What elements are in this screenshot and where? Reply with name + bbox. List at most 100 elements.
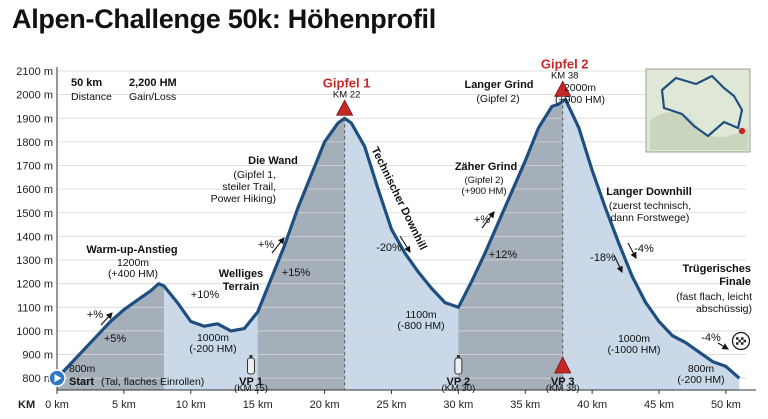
stat-gain-value: 2,200 HM (129, 77, 177, 89)
annotation: 800m (688, 363, 715, 375)
grade-label: +% (87, 309, 103, 321)
x-tick-label: 5 km (112, 399, 136, 411)
annotation: 800m (69, 363, 96, 375)
annotation: Langer Grind (464, 79, 533, 91)
peak-triangle-icon (335, 99, 354, 116)
annotation: (-200 HM) (677, 374, 724, 386)
y-tick-label: 1200 m (16, 279, 53, 291)
checker-cell (741, 337, 744, 340)
climb-segment (57, 283, 165, 390)
annotation: Power Hiking) (211, 193, 276, 205)
grade-arrow (481, 211, 495, 229)
x-tick-label: 30 km (443, 399, 473, 411)
y-tick-label: 800 m (22, 373, 53, 385)
annotation: (-200 HM) (189, 343, 236, 355)
annotation: Langer Downhill (606, 186, 692, 198)
grade-label: -4% (701, 332, 721, 344)
annotation: steiler Trail, (222, 181, 276, 193)
x-tick-label: 10 km (176, 399, 206, 411)
y-tick-label: 2000 m (16, 90, 53, 102)
aid-station-label: VP 1 (239, 376, 263, 388)
peak-label: Gipfel 2 (541, 56, 589, 71)
annotation: Welliges (219, 268, 263, 280)
annotation: Zäher Grind (455, 161, 517, 173)
aid-station-km: (KM 30) (441, 383, 475, 394)
x-tick-label: 20 km (310, 399, 340, 411)
annotation-start-word: Start (69, 376, 94, 388)
annotation: (zuerst technisch, (609, 200, 691, 212)
peak-triangle-icon (554, 80, 572, 97)
annotation: dann Forstwege) (611, 212, 690, 224)
annotation: Warm-up-Anstieg (86, 244, 177, 256)
grade-label: +15% (282, 267, 311, 279)
checker-cell (738, 339, 741, 343)
aid-station-km: (KM 15) (234, 383, 268, 394)
x-tick-label: 50 km (711, 399, 741, 411)
annotation: 1200m (117, 257, 149, 269)
y-tick-label: 1400 m (16, 231, 53, 243)
annotation: 1000m (618, 333, 650, 345)
grade-label: -20% (376, 242, 402, 254)
peak-km-label: KM 22 (333, 89, 360, 100)
grade-label: +12% (489, 249, 518, 261)
annotation: Trügerisches (683, 263, 751, 275)
y-tick-label: 1900 m (16, 113, 53, 125)
annotation: (fast flach, leicht (676, 291, 752, 303)
y-tick-label: 900 m (22, 350, 53, 362)
checker-cell (743, 339, 746, 343)
annotation: Terrain (223, 281, 260, 293)
peak-km-label: KM 38 (551, 70, 578, 81)
annotation: (Gipfel 1, (233, 169, 276, 181)
y-tick-label: 2100 m (16, 66, 53, 78)
grade-label: +% (258, 239, 274, 251)
annotation: (Gipfel 2) (464, 175, 503, 186)
annotation: 1100m (405, 309, 437, 321)
grade-label: -18% (590, 252, 616, 264)
y-tick-label: 1700 m (16, 161, 53, 173)
grade-label: +10% (191, 289, 220, 301)
x-axis-title: KM (18, 399, 35, 411)
x-tick-label: 0 km (45, 399, 69, 411)
annotation: (+400 HM) (108, 268, 158, 280)
chart-title: Alpen-Challenge 50k: Höhenprofil (12, 4, 436, 34)
stat-gain-label: Gain/Loss (129, 91, 176, 103)
y-tick-label: 1300 m (16, 255, 53, 267)
grade-arrow (100, 312, 113, 326)
annotation: (+900 HM) (461, 186, 506, 197)
annotation: 2000m (564, 82, 596, 94)
y-tick-label: 1000 m (16, 326, 53, 338)
climb-segment (458, 101, 563, 391)
annotation: (-800 HM) (397, 320, 444, 332)
peak-label: Gipfel 1 (323, 75, 371, 90)
grade-arrow (717, 342, 729, 350)
play-glyph-icon (54, 374, 62, 383)
annotation: (Gipfel 2) (476, 93, 519, 105)
x-tick-label: 35 km (510, 399, 540, 411)
grade-arrow (627, 242, 637, 259)
annotation: abschüssig) (696, 303, 752, 315)
annotation: 1000m (197, 332, 229, 344)
x-tick-label: 40 km (577, 399, 607, 411)
grade-label: +5% (104, 333, 127, 345)
checker-cell (736, 337, 739, 340)
annotation: Finale (719, 276, 751, 288)
x-tick-label: 15 km (243, 399, 273, 411)
grade-arrow (271, 237, 285, 254)
bottle-cap-icon (249, 355, 253, 358)
grade-arrow (399, 235, 411, 253)
aid-station-label: VP 2 (447, 376, 471, 388)
x-tick-label: 45 km (644, 399, 674, 411)
course-route-line (660, 74, 744, 138)
y-tick-label: 1100 m (17, 302, 53, 314)
grade-arrow (613, 254, 623, 273)
checker-cell (736, 342, 739, 345)
aid-triangle-icon (554, 356, 572, 374)
annotation: Die Wand (248, 155, 298, 167)
checker-cell (741, 342, 744, 345)
y-tick-label: 1600 m (16, 184, 53, 196)
stat-distance-value: 50 km (71, 77, 102, 89)
annotation: (Tal, flaches Einrollen) (101, 376, 204, 388)
climb-segment (257, 118, 345, 390)
water-bottle-icon (454, 357, 463, 375)
